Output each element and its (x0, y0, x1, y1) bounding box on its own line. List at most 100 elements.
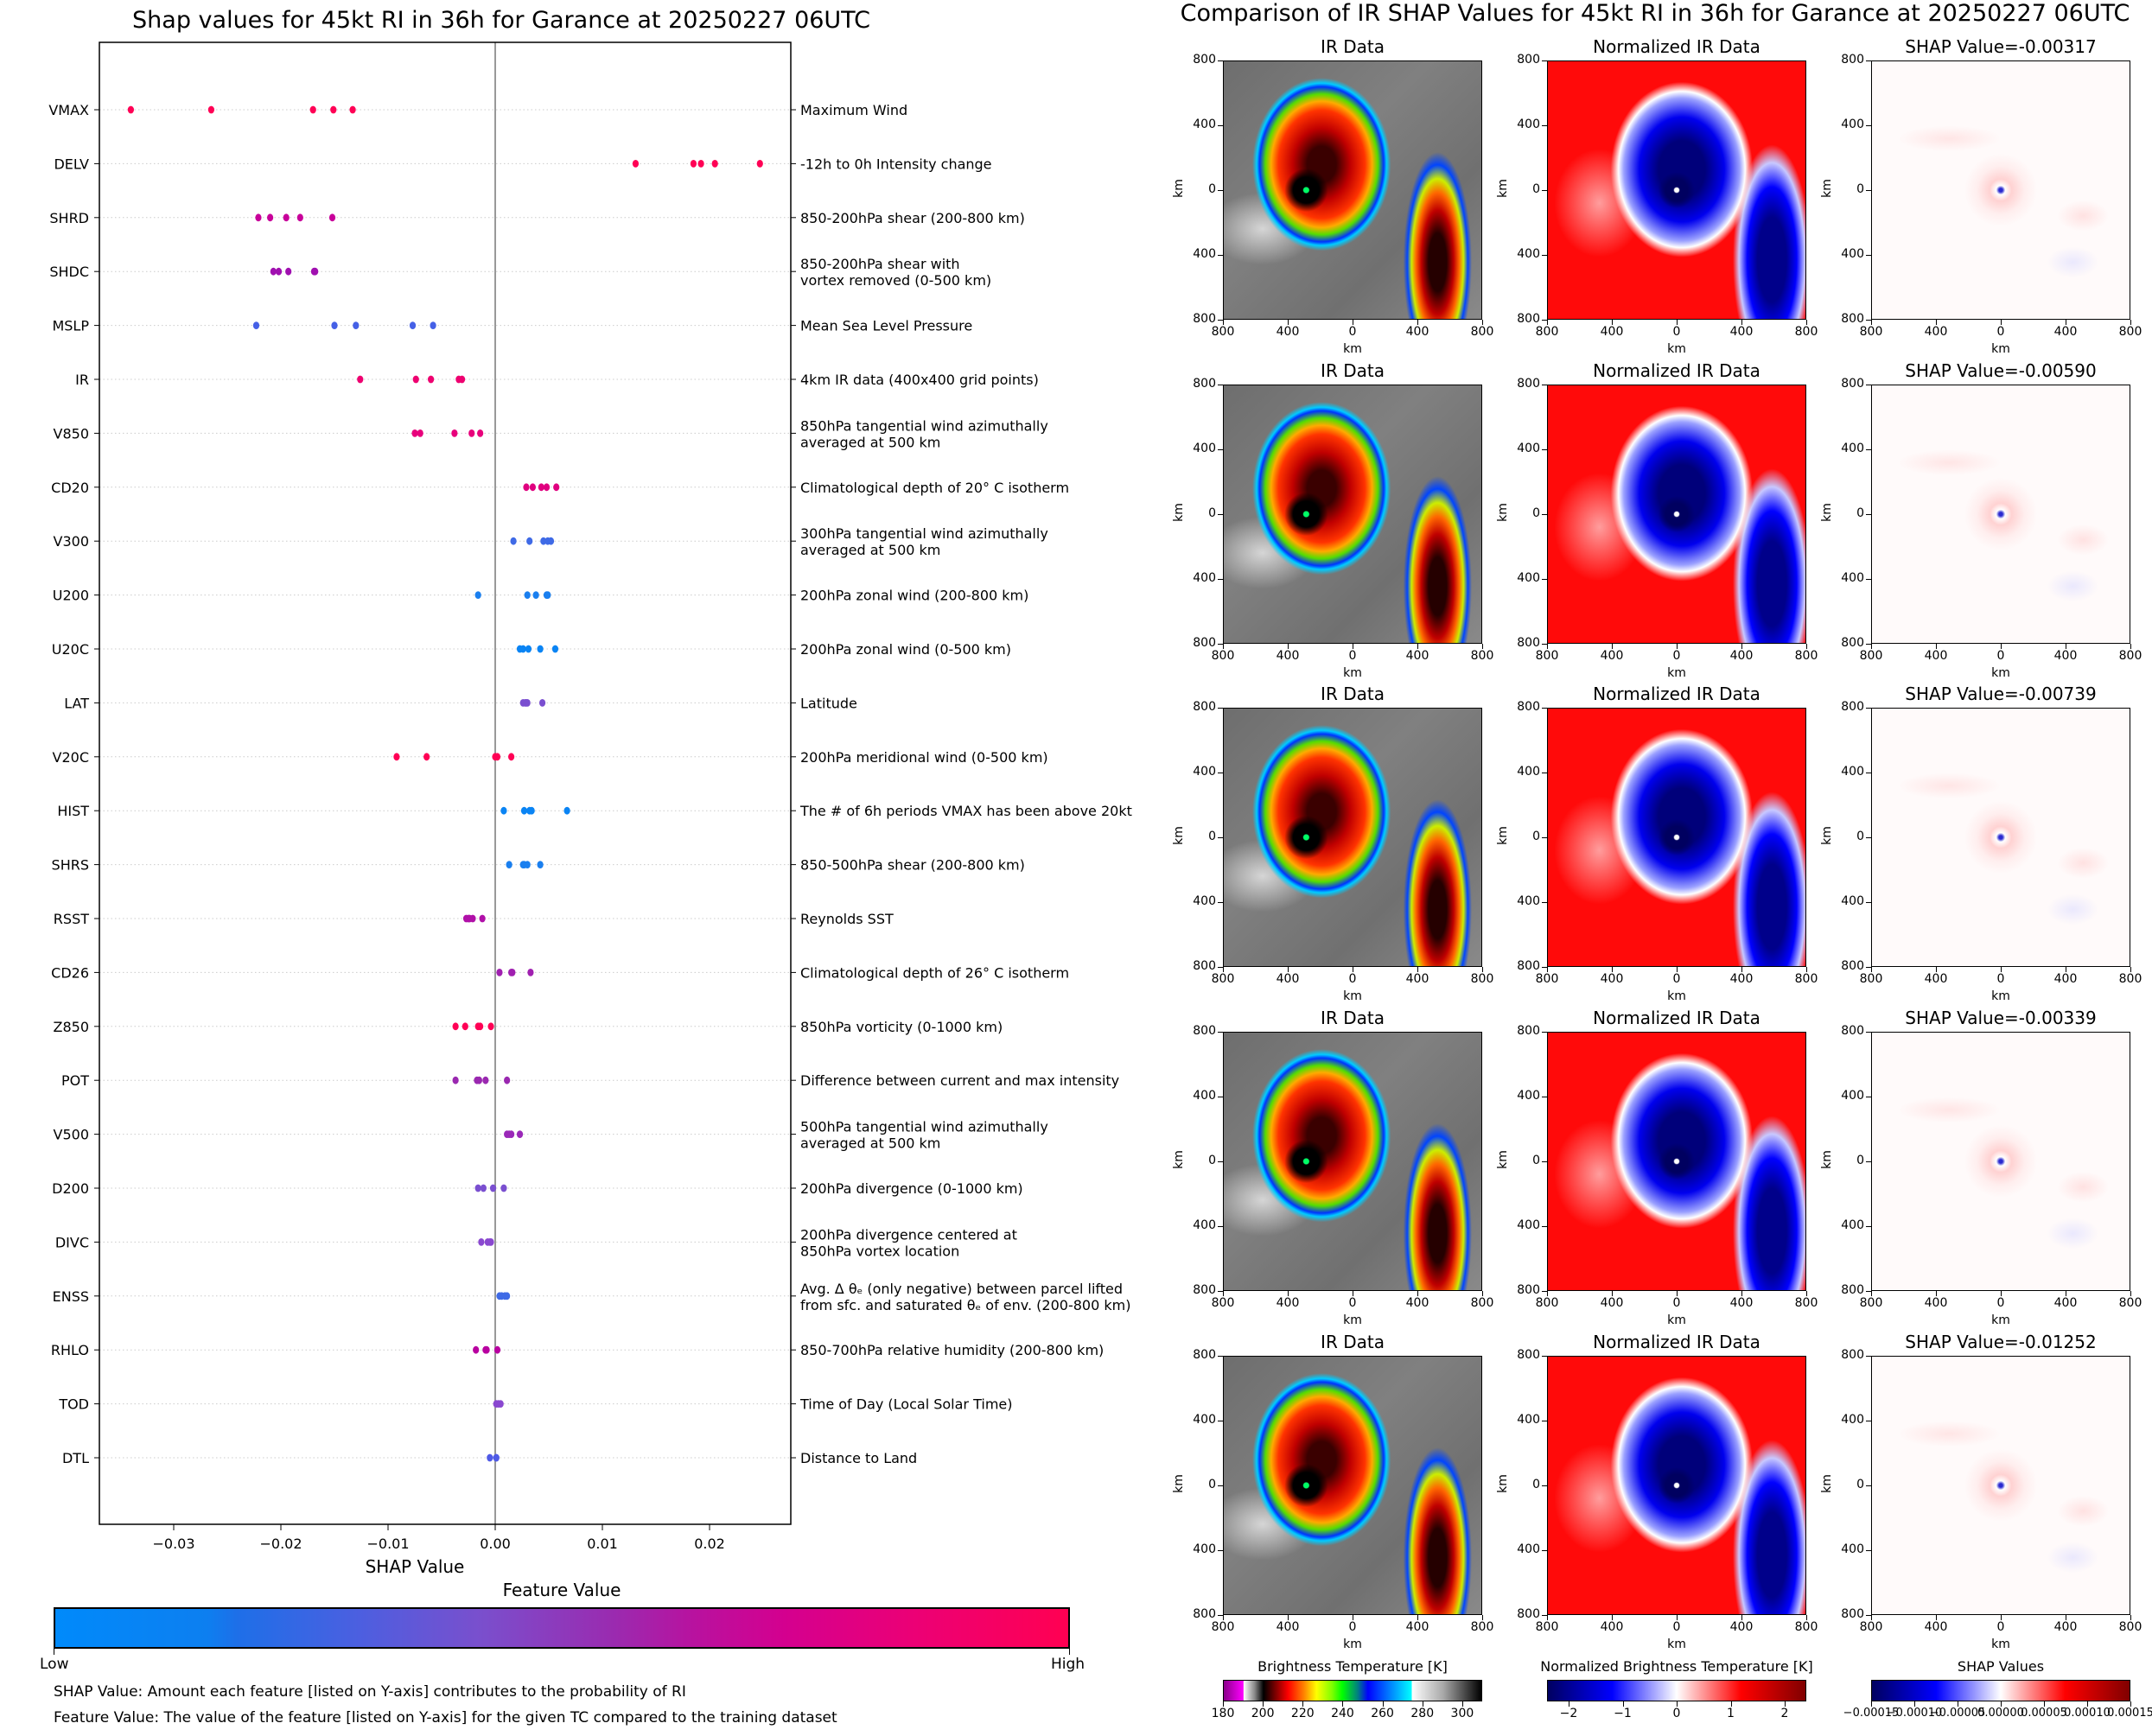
colorbar-tick-mark (1871, 1701, 1872, 1707)
colorbar-tick-mark (1914, 1701, 1915, 1707)
feature-description-v850: 850hPa tangential wind azimuthally (800, 417, 1048, 434)
x-tick-mark (2001, 644, 2002, 649)
y-tick-label: 0 (1856, 1154, 1864, 1167)
x-tick-label: 800 (1535, 972, 1559, 986)
colorbar-tick-label: 220 (1290, 1707, 1315, 1720)
y-tick-mark (1218, 190, 1223, 191)
x-tick-mark (1677, 1291, 1678, 1296)
x-tick-mark (1288, 644, 1289, 649)
y-tick-label: 0 (1532, 1478, 1540, 1491)
feature-description-shrs: 850-500hPa shear (200-800 km) (800, 857, 1025, 874)
shap-panel (1871, 1356, 2130, 1615)
x-tick-label: 400 (1924, 649, 1948, 663)
shap-panel-title: SHAP Value=-0.00317 (1905, 36, 2097, 57)
x-tick-label: 400 (1600, 1620, 1624, 1634)
left-chart-title: Shap values for 45kt RI in 36h for Garan… (132, 7, 870, 34)
feature-label-lat: LAT (64, 695, 89, 711)
shap-point-shrs (524, 861, 531, 868)
normalized-ir-panel-title: Normalized IR Data (1593, 1008, 1760, 1028)
feature-label-dtl: DTL (62, 1450, 89, 1466)
y-tick-mark (1866, 514, 1871, 515)
y-tick-mark (1542, 837, 1547, 838)
x-tick-label: 400 (2053, 972, 2078, 986)
y-tick-label: 800 (1193, 377, 1216, 391)
x-tick-mark (1547, 644, 1548, 649)
shap-point-v300 (547, 537, 555, 545)
y-tick-mark (1866, 579, 1871, 580)
colorbar-tick-mark (2044, 1701, 2045, 1707)
shap-point-z850 (477, 1022, 484, 1031)
y-tick-label: 0 (1856, 182, 1864, 196)
y-tick-mark (1866, 1032, 1871, 1033)
shap-values-colorbar-title: SHAP Values (1957, 1658, 2045, 1675)
colorbar-tick-label: 0.00010 (2064, 1707, 2111, 1720)
shap-beeswarm-chart: −0.03 −0.02 −0.01 0.00 0.01 0.02 SHAP Value VMA… (48, 41, 1132, 1577)
normalized-ir-panel (1547, 708, 1806, 967)
x-tick-label: 400 (1729, 325, 1754, 339)
y-tick-label: 800 (1517, 1607, 1540, 1621)
x-tick-label: 0 (1672, 972, 1681, 986)
x-tick-label: 800 (1470, 649, 1494, 663)
shap-panel-title: SHAP Value=-0.00739 (1905, 684, 2097, 704)
x-tick-label: −0.01 (366, 1536, 409, 1552)
y-tick-label: 400 (1841, 442, 1864, 455)
y-tick-mark (1218, 255, 1223, 256)
x-tick-label: 400 (1276, 649, 1300, 663)
x-tick-label: 400 (1405, 1620, 1429, 1634)
y-axis-label: km (1171, 826, 1186, 845)
y-tick-label: 400 (1517, 894, 1540, 908)
normalized-ir-panel-title: Normalized IR Data (1593, 1332, 1760, 1352)
shap-point-u20c (537, 645, 544, 653)
x-tick-mark (1612, 1291, 1613, 1296)
feature-label-rsst: RSST (54, 911, 89, 927)
y-axis-label: km (1171, 1150, 1186, 1169)
y-axis-label: km (1171, 503, 1186, 522)
x-tick-label: 0 (1996, 325, 2005, 339)
feature-label-enss: ENSS (53, 1288, 89, 1305)
shap-point-u200 (544, 591, 551, 599)
x-tick-mark (1482, 1291, 1483, 1296)
x-tick-mark (1677, 644, 1678, 649)
x-axis-label: km (1667, 666, 1686, 680)
note-feature-value: Feature Value: The value of the feature … (54, 1709, 837, 1726)
y-tick-mark (1218, 1485, 1223, 1486)
x-tick-mark (1612, 320, 1613, 325)
shap-point-v20c (393, 753, 400, 761)
x-tick-mark (1612, 967, 1613, 972)
y-tick-label: 400 (1841, 1218, 1864, 1232)
shap-point-v500 (516, 1130, 524, 1138)
shap-point-shdc (312, 267, 319, 276)
x-tick-mark (1871, 1291, 1872, 1296)
normalized-ir-panel (1547, 385, 1806, 644)
x-tick-label: 400 (1600, 649, 1624, 663)
ir-data-panel-title: IR Data (1321, 36, 1385, 57)
x-tick-label: 400 (1924, 1620, 1948, 1634)
colorbar-high-tick (1069, 1649, 1070, 1655)
y-tick-mark (1218, 1226, 1223, 1227)
x-axis-label: km (1991, 1637, 2010, 1651)
x-tick-label: 800 (1470, 972, 1494, 986)
x-tick-label: 800 (1535, 325, 1559, 339)
shap-point-shrs (537, 861, 544, 868)
shap-point-pot (504, 1076, 511, 1084)
x-tick-label: 800 (1859, 325, 1883, 339)
y-tick-mark (1542, 1485, 1547, 1486)
y-tick-label: 0 (1208, 830, 1216, 843)
colorbar-tick-label: −0.00015 (1843, 1707, 1900, 1720)
x-axis-label: km (1667, 989, 1686, 1003)
shap-point-delv (756, 160, 763, 168)
y-tick-label: 400 (1841, 1413, 1864, 1427)
ir-data-panel-title: IR Data (1321, 1008, 1385, 1028)
x-tick-label: 400 (2053, 1296, 2078, 1310)
x-tick-label: 800 (1211, 325, 1235, 339)
normalized-ir-panel (1547, 60, 1806, 320)
y-tick-label: 400 (1517, 247, 1540, 261)
y-tick-mark (1542, 1356, 1547, 1357)
x-tick-mark (1741, 1291, 1742, 1296)
y-tick-label: 800 (1193, 1348, 1216, 1362)
x-tick-mark (1741, 1615, 1742, 1620)
y-tick-mark (1542, 1161, 1547, 1162)
shap-point-delv (711, 160, 718, 168)
y-tick-label: 800 (1193, 53, 1216, 67)
y-axis-label: km (1495, 503, 1510, 522)
